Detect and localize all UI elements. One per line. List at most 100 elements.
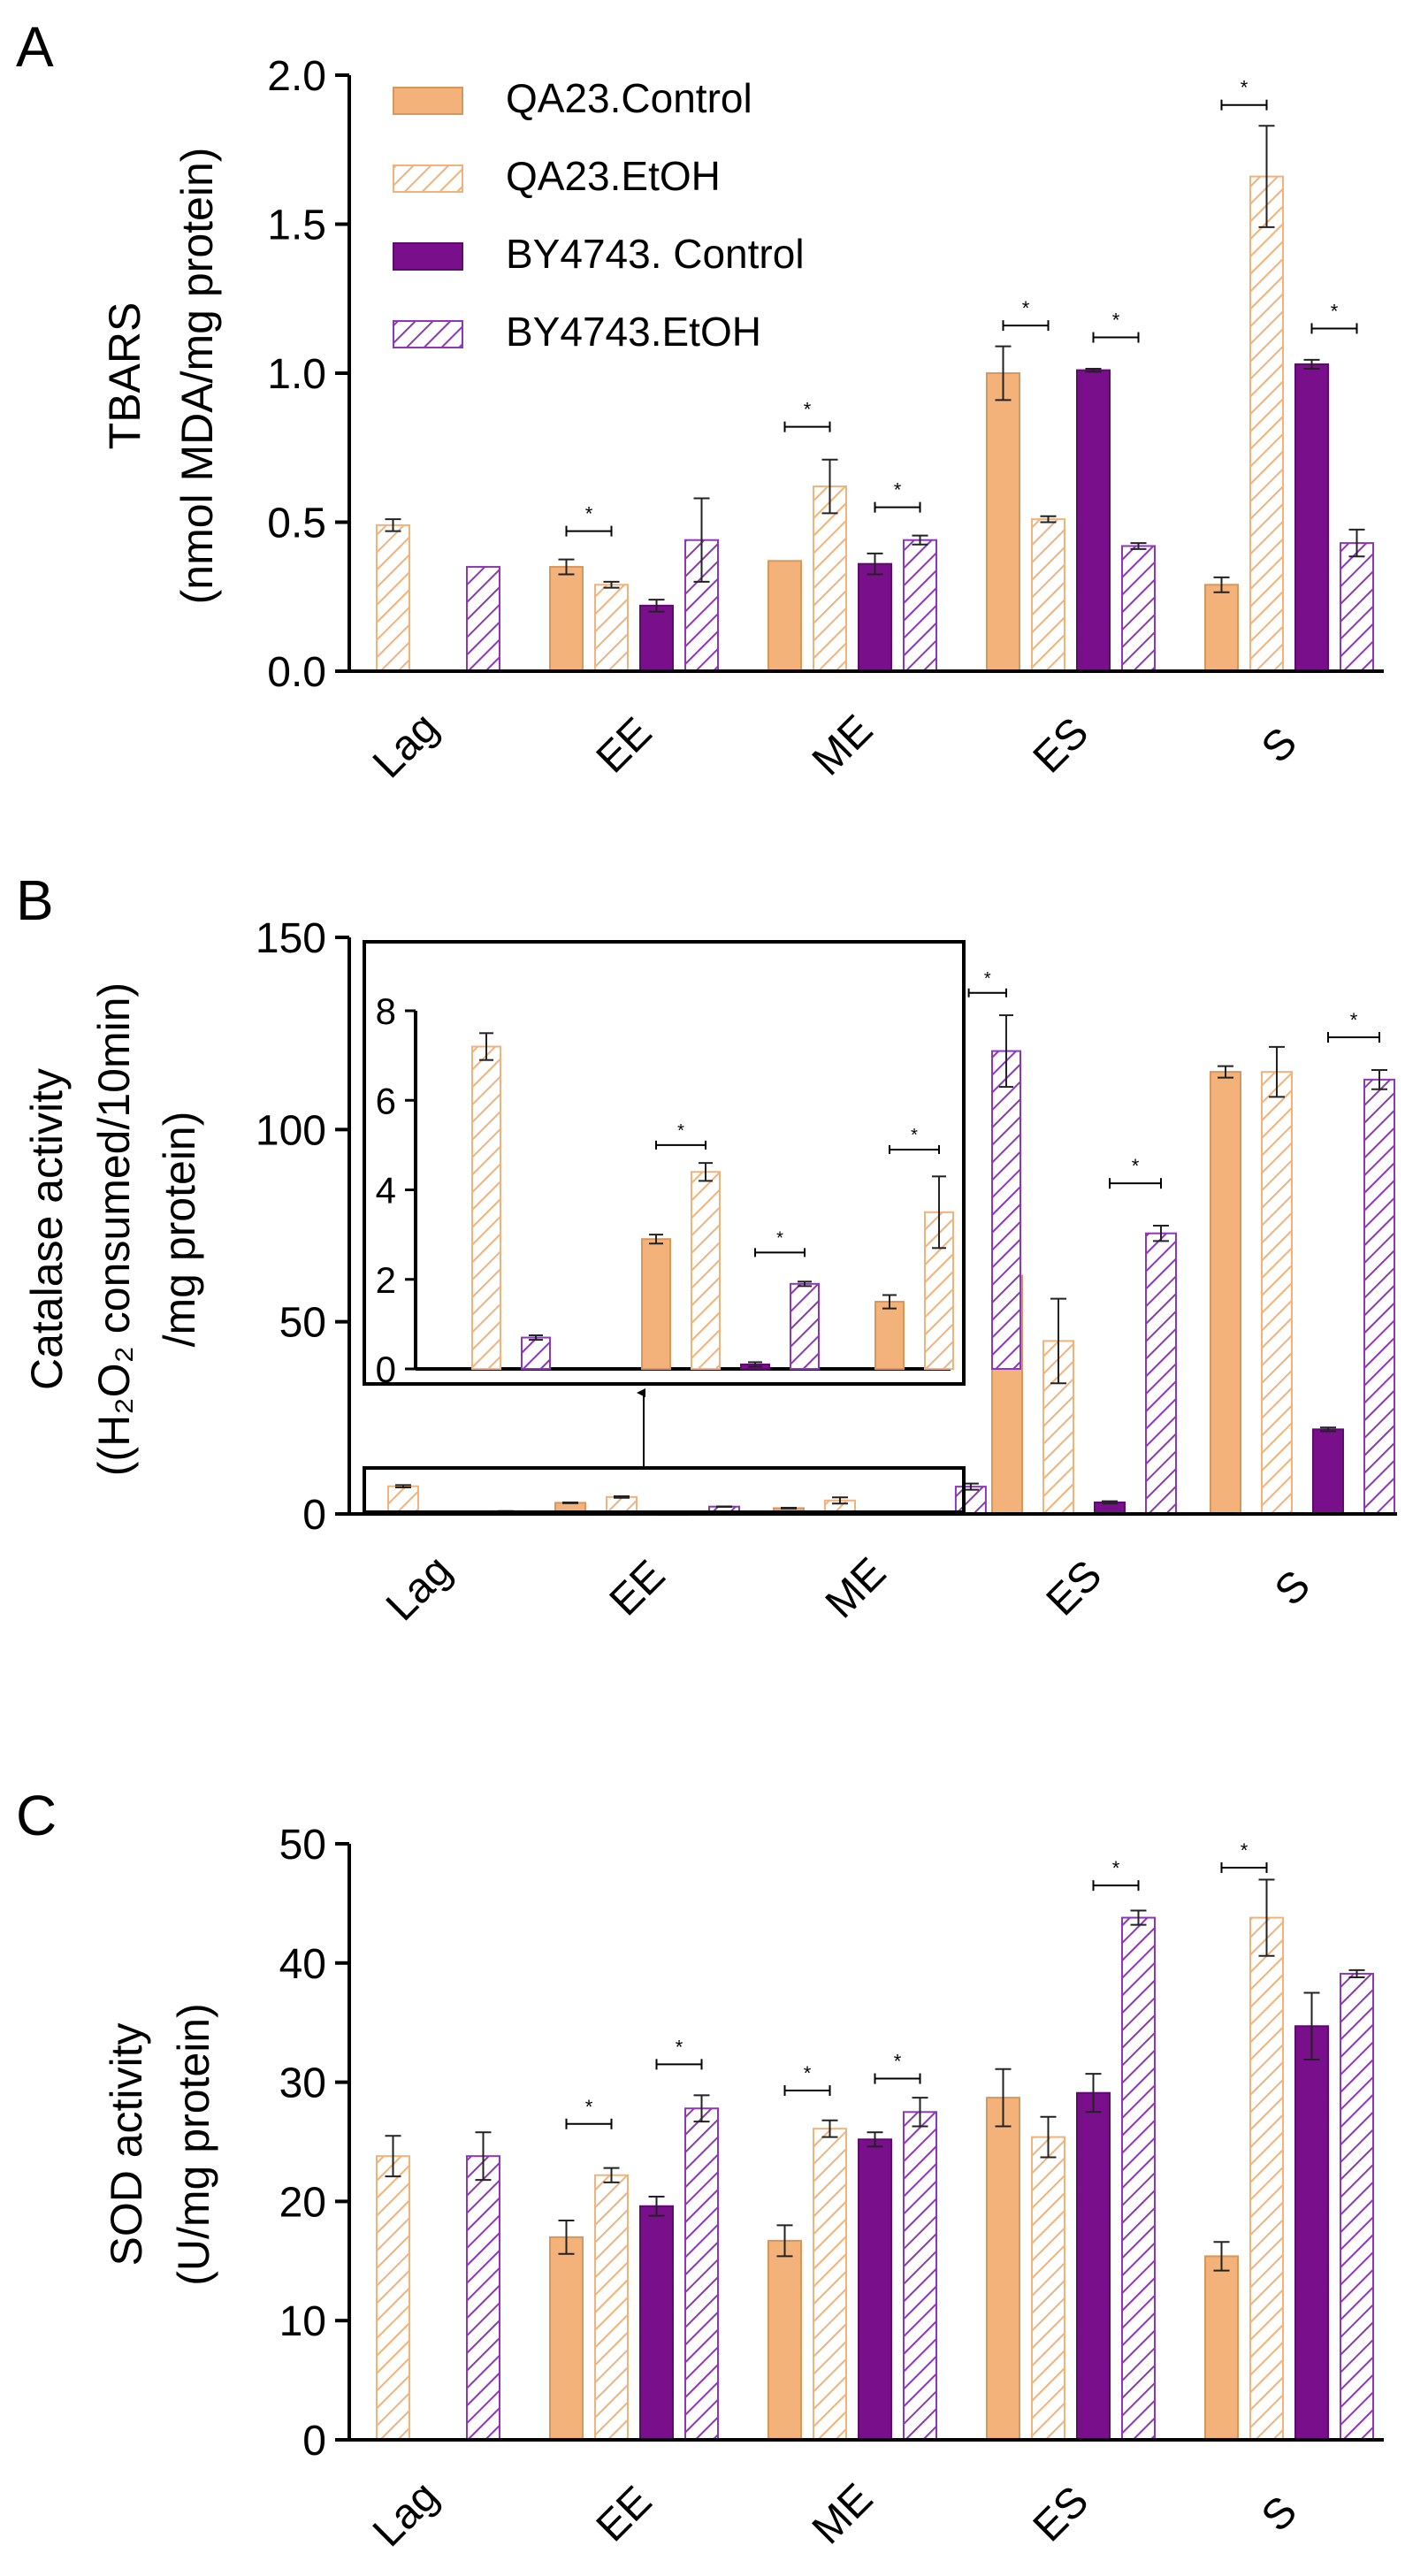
bar-by4743-etoh-s (1340, 1972, 1374, 2441)
y-tick-label: 100 (256, 1107, 326, 1154)
significance-star: * (1112, 310, 1120, 332)
bar-qa23-control-es (986, 372, 1020, 672)
bar-by4743-etoh-lag (466, 566, 500, 672)
y-tick-label: 150 (256, 915, 326, 962)
bar-by4743-etoh-s (1363, 1078, 1395, 1515)
x-tick-label-me: ME (804, 707, 882, 784)
panel-b-ylabel-line-1: Catalase activity (22, 1068, 72, 1390)
significance-star: * (1331, 300, 1339, 322)
x-tick-label-es: ES (1025, 2478, 1098, 2551)
significance-star: * (1112, 1857, 1120, 1879)
bar-qa23-etoh-es (1031, 518, 1065, 672)
x-tick-label-ee: EE (588, 709, 661, 783)
significance-star: * (1241, 77, 1249, 99)
bar-by4743-etoh-s (1340, 542, 1374, 673)
bar-qa23-control-s (1210, 1071, 1241, 1515)
bar-qa23-etoh-s (1249, 175, 1284, 672)
panel-a-ylabel-line-1: TBARS (100, 302, 149, 450)
inset-y-tick-label: 0 (376, 1349, 396, 1390)
panel-b-ylabel: Catalase activity ((H₂O₂ consumed/10min)… (22, 982, 204, 1476)
panel-c-plot: 0 10 20 30 40 50 * * * * * * Lag EE ME ES S (279, 1822, 1384, 2556)
y-tick-label: 50 (279, 1822, 326, 1869)
panel-a-letter: A (16, 15, 54, 79)
panel-c-ylabel: SOD activity (U/mg protein) (102, 2003, 218, 2286)
bar-qa23-etoh-me (813, 2128, 847, 2442)
bar-by4743-etoh-extra (954, 1486, 987, 1516)
bar-by4743-etoh-es (1121, 1916, 1156, 2441)
x-tick-label-lag: Lag (378, 1547, 461, 1630)
significance-star: * (585, 2096, 593, 2118)
panel-b-ylabel-line-2: ((H₂O₂ consumed/10min) (89, 982, 139, 1476)
inset-bar-qa23-control (641, 1238, 671, 1370)
panel-a-ylabel-line-2: (nmol MDA/mg protein) (172, 148, 222, 605)
y-tick-label: 40 (279, 1941, 326, 1988)
inset-y-tick-label: 6 (376, 1080, 396, 1121)
bar-by4743-control-s (1312, 1428, 1344, 1515)
inset-bar-qa23-etoh (691, 1171, 721, 1370)
legend-label-qa23-etoh: QA23.EtOH (506, 153, 721, 199)
inset-y-tick-label: 2 (376, 1259, 396, 1301)
bar-by4743-control-me (858, 2138, 892, 2441)
bar-qa23-etoh-s (1261, 1071, 1293, 1515)
bar-qa23-control-me (767, 2239, 802, 2442)
inset-significance-star: * (984, 969, 991, 989)
bar-qa23-control-ee (549, 566, 584, 672)
y-tick-label: 0 (302, 2418, 326, 2465)
panel-b-letter: B (16, 868, 54, 932)
significance-star: * (1350, 1009, 1358, 1031)
panel-c: C SOD activity (U/mg protein) 0 10 20 30 40 5… (16, 1784, 1384, 2556)
inset-y-tick-label: 8 (376, 990, 396, 1032)
legend-swatch-qa23-control (393, 87, 463, 115)
significance-star: * (585, 503, 593, 525)
inset-bar-qa23-control (874, 1301, 905, 1370)
bar-qa23-control-es (986, 2097, 1020, 2442)
inset-bar-by4743-etoh (991, 1050, 1021, 1370)
bar-qa23-etoh-ee (594, 584, 629, 673)
significance-star: * (894, 2051, 902, 2073)
inset-significance-star: * (911, 1126, 918, 1145)
bar-qa23-etoh-ee (594, 2174, 629, 2441)
legend: QA23.Control QA23.EtOH BY4743. Control BY47… (393, 75, 805, 355)
panel-a-ylabel: TBARS (nmol MDA/mg protein) (100, 148, 222, 605)
bar-qa23-etoh-me (813, 485, 847, 672)
y-tick-label: 50 (279, 1300, 326, 1347)
bar-by4743-etoh-ee (684, 2107, 719, 2442)
bar-by4743-control-s (1294, 363, 1329, 672)
legend-label-qa23-control: QA23.Control (506, 75, 752, 121)
bar-by4743-control-s (1294, 2025, 1329, 2441)
significance-star: * (804, 2062, 812, 2084)
panel-c-letter: C (16, 1784, 57, 1847)
y-tick-label: 0.0 (267, 649, 326, 696)
inset-bar-by4743-etoh (521, 1336, 551, 1370)
x-tick-label-es: ES (1038, 1552, 1111, 1625)
panel-b-inset: 0 2 4 6 8 * * * * (363, 940, 1021, 1514)
x-tick-label-ee: EE (601, 1552, 675, 1625)
panel-a: A TBARS (nmol MDA/mg protein) 0.0 0.5 1.0 1… (16, 15, 1384, 787)
y-tick-label: 0 (302, 1492, 326, 1539)
significance-star: * (676, 2036, 683, 2058)
panel-b: B Catalase activity ((H₂O₂ consumed/10mi… (16, 868, 1397, 1630)
bar-qa23-etoh-lag (387, 1485, 419, 1515)
inset-y-tick-label: 4 (376, 1170, 396, 1212)
bar-by4743-control-me (858, 562, 892, 672)
bar-by4743-etoh-me (903, 539, 937, 672)
bar-qa23-control-s (1204, 2255, 1239, 2441)
legend-swatch-by4743-etoh (393, 320, 463, 348)
y-tick-label: 20 (279, 2179, 326, 2226)
legend-swatch-qa23-etoh (393, 164, 463, 193)
y-tick-label: 1.5 (267, 203, 326, 249)
significance-star: * (1241, 1839, 1249, 1861)
bar-qa23-etoh-lag (376, 524, 410, 672)
bar-by4743-etoh-me (903, 2111, 937, 2442)
inset-bar-by4743-etoh (790, 1282, 820, 1370)
bar-qa23-control-me (767, 560, 802, 672)
legend-label-by4743-control: BY4743. Control (506, 231, 805, 277)
y-tick-label: 1.0 (267, 351, 326, 398)
x-tick-label-s: S (1253, 719, 1306, 772)
bar-by4743-control-es (1076, 2091, 1111, 2441)
bar-qa23-control-s (1204, 584, 1239, 673)
bar-by4743-etoh-es (1121, 545, 1156, 673)
bar-by4743-etoh-es (1145, 1232, 1177, 1516)
y-tick-label: 2.0 (267, 53, 326, 100)
